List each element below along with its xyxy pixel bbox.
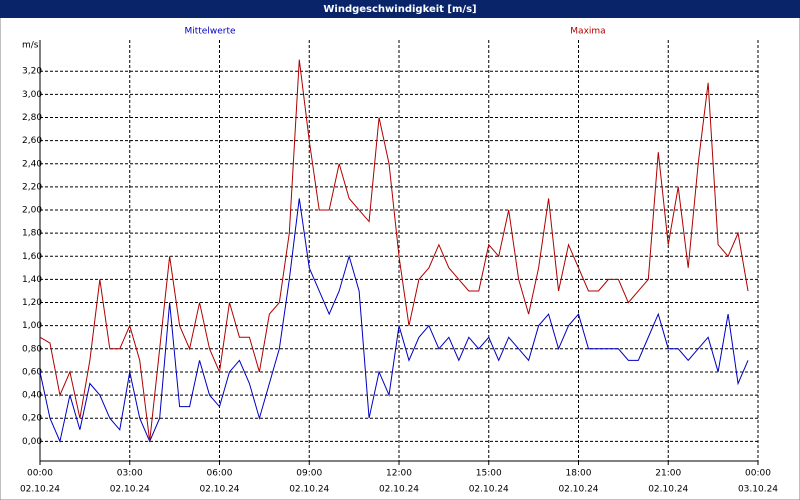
x-tick-label: 09:00: [296, 469, 322, 479]
y-axis-label: m/s: [22, 41, 39, 51]
x-tick-date: 02.10.24: [558, 485, 598, 495]
y-tick-label: 0,20: [22, 414, 42, 424]
y-tick-label: 2,60: [22, 136, 42, 146]
title-bar: [0, 0, 800, 18]
x-tick-date: 02.10.24: [648, 485, 688, 495]
x-tick-date: 02.10.24: [199, 485, 239, 495]
y-tick-label: 1,00: [22, 321, 42, 331]
x-tick-label: 18:00: [566, 469, 592, 479]
y-tick-label: 2,00: [22, 206, 42, 216]
legend-label: Mittelwerte: [184, 27, 235, 37]
y-tick-label: 3,20: [22, 67, 42, 77]
chart-title: Windgeschwindigkeit [m/s]: [323, 4, 476, 15]
x-tick-label: 12:00: [386, 469, 412, 479]
x-tick-label: 06:00: [207, 469, 233, 479]
x-tick-label: 15:00: [476, 469, 502, 479]
x-tick-date: 02.10.24: [110, 485, 150, 495]
y-tick-label: 1,40: [22, 275, 42, 285]
y-tick-label: 0,60: [22, 367, 42, 377]
y-tick-label: 1,80: [22, 229, 42, 239]
series-line: [39, 59, 749, 442]
x-tick-label: 00:00: [745, 469, 771, 479]
x-tick-label: 21:00: [655, 469, 681, 479]
x-tick-date: 03.10.24: [738, 485, 778, 495]
y-tick-label: 0,00: [22, 437, 42, 447]
x-tick-label: 03:00: [117, 469, 143, 479]
y-tick-label: 3,00: [22, 90, 42, 100]
y-tick-label: 2,40: [22, 159, 42, 169]
x-tick-date: 02.10.24: [289, 485, 329, 495]
y-tick-label: 2,20: [22, 182, 42, 192]
y-tick-label: 0,40: [22, 391, 42, 401]
x-tick-date: 02.10.24: [469, 485, 509, 495]
x-tick-date: 02.10.24: [20, 485, 60, 495]
y-tick-label: 1,60: [22, 252, 42, 262]
x-tick-label: 00:00: [27, 469, 53, 479]
series-line: [39, 198, 749, 443]
y-tick-label: 2,80: [22, 113, 42, 123]
x-tick-date: 02.10.24: [379, 485, 419, 495]
y-tick-label: 1,20: [22, 298, 42, 308]
legend-label: Maxima: [570, 27, 605, 37]
y-tick-label: 0,80: [22, 344, 42, 354]
